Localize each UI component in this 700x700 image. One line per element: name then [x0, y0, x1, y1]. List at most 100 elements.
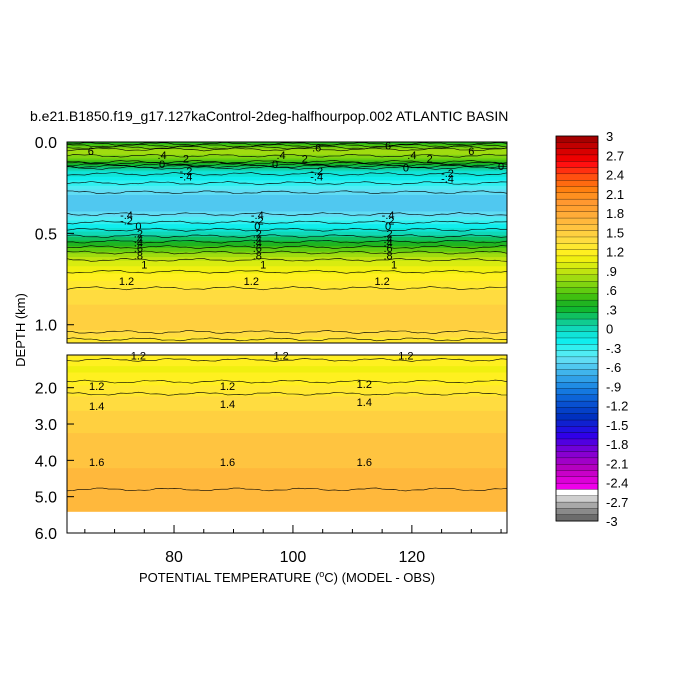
depth-band [67, 257, 507, 260]
colorbar-box [555, 369, 599, 377]
depth-band [67, 173, 507, 176]
depth-band [67, 399, 507, 402]
depth-band [67, 169, 507, 172]
depth-band [67, 174, 507, 178]
colorbar-label: .6 [606, 283, 617, 298]
depth-band [67, 428, 507, 431]
depth-band [67, 442, 507, 445]
colorbar-label: 1.8 [606, 206, 624, 221]
depth-band [67, 396, 507, 399]
depth-band [67, 468, 507, 471]
depth-band [67, 484, 507, 487]
colorbar-box [555, 501, 599, 509]
contour-line [67, 391, 507, 396]
depth-band [67, 196, 507, 200]
depth-band [67, 330, 507, 333]
depth-band [67, 393, 507, 396]
depth-band [67, 469, 507, 472]
depth-band [67, 224, 507, 227]
contour-label: .8 [253, 250, 262, 262]
depth-band [67, 167, 507, 171]
depth-band [67, 474, 507, 477]
depth-band [67, 383, 507, 386]
depth-band [67, 429, 507, 433]
contour-line [67, 337, 507, 342]
colorbar-box [555, 482, 599, 490]
depth-band [67, 260, 507, 264]
contour-label: 1.6 [220, 457, 235, 469]
x-tick-label: 120 [399, 549, 426, 566]
colorbar-box [555, 394, 599, 402]
depth-band [67, 200, 507, 203]
colorbar-box [555, 230, 599, 238]
colorbar-box [555, 299, 599, 307]
contour-label: -.4 [382, 210, 395, 222]
contour-label: 1.2 [119, 276, 134, 288]
depth-band [67, 193, 507, 196]
depth-band [67, 431, 507, 434]
colorbar-box [555, 274, 599, 282]
x-axis-label: POTENTIAL TEMPERATURE (oC) (MODEL - OBS) [139, 569, 435, 585]
contour-label: 0 [159, 159, 165, 171]
depth-band [67, 266, 507, 269]
colorbar-box [555, 293, 599, 301]
depth-band [67, 229, 507, 233]
colorbar-box [555, 470, 599, 478]
contour-line [67, 357, 507, 362]
depth-band [67, 445, 507, 449]
depth-band [67, 205, 507, 209]
depth-band [67, 324, 507, 328]
depth-band [67, 202, 507, 205]
colorbar-box [555, 331, 599, 339]
depth-band [67, 262, 507, 266]
depth-band [67, 487, 507, 490]
colorbar-box [555, 356, 599, 364]
colorbar-box [555, 375, 599, 383]
y-tick-label: 5.0 [35, 490, 57, 507]
depth-band [67, 163, 507, 167]
colorbar-label: -2.1 [606, 456, 628, 471]
contour-label: 1.2 [89, 381, 104, 393]
contour-label: 0 [385, 221, 391, 233]
depth-band [67, 182, 507, 185]
depth-band [67, 358, 507, 361]
colorbar-box [555, 413, 599, 421]
contour-label: 1.2 [273, 351, 288, 363]
depth-band [67, 300, 507, 304]
contour-label: 1 [141, 259, 147, 271]
upper-panel-frame [66, 141, 508, 344]
depth-band [67, 198, 507, 202]
y-tick-label: 4.0 [35, 453, 57, 470]
depth-band [67, 461, 507, 464]
colorbar-box [555, 287, 599, 295]
depth-band [67, 215, 507, 218]
colorbar-label: -.6 [606, 360, 621, 375]
colorbar-labels: 3 2.7 2.4 2.1 1.8 1.5 1.2 .9 .6 .3 0 -.3 -.6 -.9 -1.2 -… [606, 129, 628, 529]
depth-band [67, 277, 507, 280]
colorbar-box [555, 337, 599, 345]
colorbar-label: -1.5 [606, 418, 628, 433]
contour-label: 1.4 [89, 401, 104, 413]
depth-band [67, 455, 507, 458]
contour-label: 2 [302, 153, 308, 165]
depth-band [67, 471, 507, 474]
depth-band [67, 322, 507, 326]
depth-band [67, 273, 507, 276]
contour-line [67, 145, 507, 150]
colorbar-box [555, 476, 599, 484]
colorbar-box [555, 363, 599, 370]
depth-band [67, 425, 507, 428]
colorbar-box [555, 381, 599, 389]
depth-band [67, 472, 507, 476]
lower-panel: 1.2 1.2 1.2 1.2 1.2 1.2 1.4 1.4 1.4 1.6 1.6 1.6 2.0… [35, 351, 508, 566]
depth-band [67, 355, 507, 358]
colorbar-box [555, 243, 599, 251]
depth-band [67, 508, 507, 511]
depth-band [67, 398, 507, 401]
colorbar-box [555, 419, 599, 427]
colorbar-box [555, 344, 599, 352]
depth-band [67, 482, 507, 485]
contour-label: .4 [158, 150, 167, 162]
colorbar-box [555, 268, 599, 276]
colorbar-box [555, 388, 599, 396]
